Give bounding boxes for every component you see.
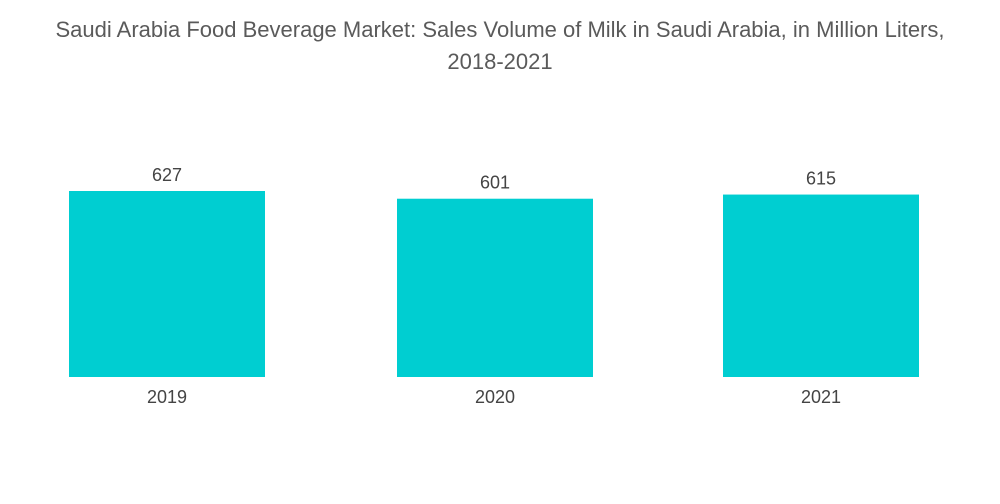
x-tick-label-2019: 2019: [147, 387, 187, 407]
value-label-2019: 627: [152, 165, 182, 185]
value-label-2020: 601: [480, 173, 510, 193]
chart-title: Saudi Arabia Food Beverage Market: Sales…: [0, 14, 1000, 78]
chart-title-line-1: Saudi Arabia Food Beverage Market: Sales…: [55, 17, 945, 42]
x-tick-label-2021: 2021: [801, 387, 841, 407]
chart-title-line-2: 2018-2021: [447, 49, 553, 74]
x-tick-label-2020: 2020: [475, 387, 515, 407]
bar-2019: [69, 191, 265, 377]
value-label-2021: 615: [806, 169, 836, 189]
bar-2021: [723, 194, 919, 377]
bar-2020: [397, 198, 593, 377]
